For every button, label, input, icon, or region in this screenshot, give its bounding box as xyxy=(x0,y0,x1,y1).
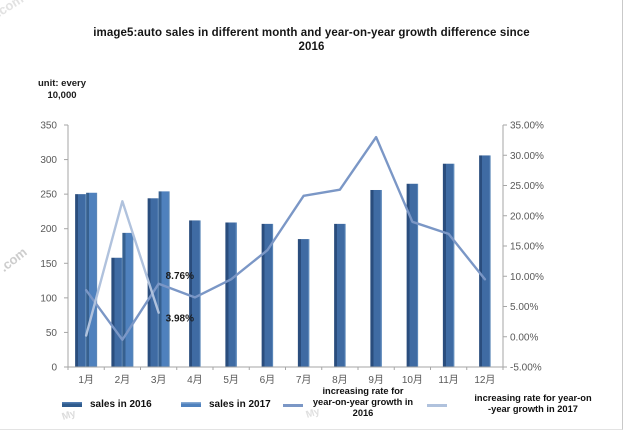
month-label: 10月 xyxy=(402,374,423,386)
right-axis-tick-label: 35.00% xyxy=(510,121,544,132)
left-axis-tick-label: 50 xyxy=(46,328,58,339)
chart-title-line2: 2016 xyxy=(298,41,325,53)
annotation-3.98%: 3.98% xyxy=(166,314,194,325)
sales-growth-chart: 0 50 100 150 200 250 300 350 -5.00% 0.00% 5.00% 10.… xyxy=(40,121,544,387)
left-axis-tick-label: 150 xyxy=(40,259,57,270)
bar-sales-2016-8月 xyxy=(334,223,346,367)
right-axis-tick-label: 15.00% xyxy=(510,242,544,253)
annotation-8.76%: 8.76% xyxy=(166,271,194,282)
month-label: 1月 xyxy=(78,374,94,386)
bar-sales-2016-1月 xyxy=(75,194,87,367)
left-axis-tick-label: 250 xyxy=(40,190,57,201)
month-label: 5月 xyxy=(223,374,239,386)
growth-2016-line xyxy=(84,135,487,341)
watermark-my-left: My xyxy=(60,408,78,423)
chart-title: image5:auto sales in different month and… xyxy=(40,26,583,54)
bar-sales-2016-12月 xyxy=(479,155,491,367)
month-label: 3月 xyxy=(151,374,167,386)
growth-2017-line xyxy=(84,200,160,337)
legend-label-growth-2016: increasing rate for year-on-year growth … xyxy=(312,386,414,418)
watermark-com-top: .com xyxy=(0,0,27,20)
left-axis-tick-label: 0 xyxy=(51,363,57,374)
left-axis-tick-label: 100 xyxy=(40,293,57,304)
month-label: 11月 xyxy=(438,374,458,386)
month-label: 12月 xyxy=(474,374,495,386)
bar-sales-2016-5月 xyxy=(225,222,237,367)
month-label: 6月 xyxy=(260,374,276,386)
left-axis-tick-label: 300 xyxy=(40,155,57,166)
legend-swatch-growth-2016 xyxy=(283,404,303,407)
legend-swatch-sales-2016 xyxy=(62,402,82,407)
bar-sales-2016-6月 xyxy=(261,223,274,367)
right-axis-tick-label: 30.00% xyxy=(510,151,544,162)
legend-label-sales-2017: sales in 2017 xyxy=(209,399,271,410)
month-label: 7月 xyxy=(296,374,312,386)
bar-sales-2016-2月 xyxy=(111,257,123,367)
month-label: 8月 xyxy=(332,374,348,386)
right-axis-tick-label: 5.00% xyxy=(510,302,538,313)
bar-sales-2016-7月 xyxy=(297,239,310,367)
legend-label-growth-2017: increasing rate for year-on -year growth… xyxy=(474,393,592,414)
legend-item-sales-2016: sales in 2016 xyxy=(62,399,152,410)
month-label: 2月 xyxy=(115,374,131,386)
bar-sales-2016-9月 xyxy=(370,189,382,367)
bar-sales-2016-4月 xyxy=(189,220,201,367)
bar-sales-2016-3月 xyxy=(147,198,159,367)
right-axis-tick-label: 20.00% xyxy=(510,211,544,222)
right-axis-tick-label: 10.00% xyxy=(510,272,544,283)
legend-swatch-sales-2017 xyxy=(181,402,201,407)
right-axis-tick-label: 25.00% xyxy=(510,181,544,192)
axis-unit-label: unit: every 10,000 xyxy=(30,78,94,102)
bar-sales-2017-2月 xyxy=(122,232,134,367)
month-label: 9月 xyxy=(368,374,384,386)
left-axis-tick-label: 200 xyxy=(40,224,57,235)
bar-sales-2017-3月 xyxy=(158,191,170,367)
left-axis-tick-label: 350 xyxy=(40,121,57,132)
legend-label-sales-2016: sales in 2016 xyxy=(90,399,152,410)
month-label: 4月 xyxy=(187,374,203,386)
bar-sales-2017-1月 xyxy=(86,192,98,367)
axis-unit-line1: unit: every xyxy=(37,78,87,89)
legend-item-sales-2017: sales in 2017 xyxy=(181,399,271,410)
right-axis-tick-label: -5.00% xyxy=(510,363,542,374)
bar-sales-2016-10月 xyxy=(406,183,419,367)
right-axis-tick-label: 0.00% xyxy=(510,332,538,343)
axis-unit-line2: 10,000 xyxy=(47,90,77,101)
chart-title-line1: image5:auto sales in different month and… xyxy=(93,27,530,39)
legend-swatch-growth-2017 xyxy=(427,404,447,407)
bar-sales-2016-11月 xyxy=(442,163,455,367)
